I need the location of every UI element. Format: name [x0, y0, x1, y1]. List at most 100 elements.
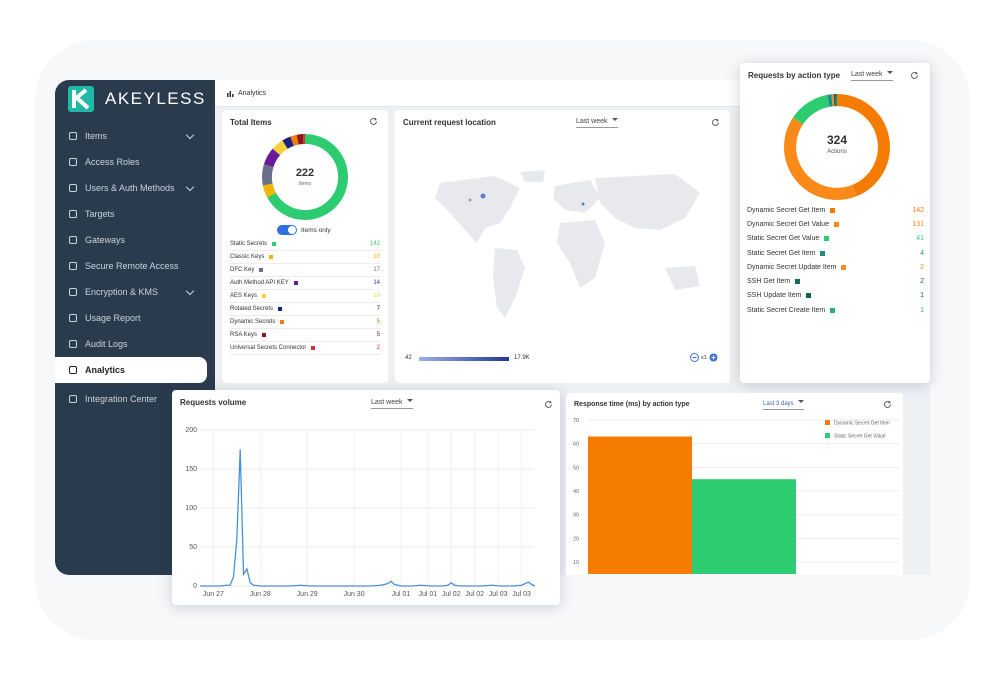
legend-label: Static Secret Create Item — [747, 306, 826, 314]
refresh-icon[interactable] — [711, 118, 720, 127]
donut-total: 324 — [826, 133, 848, 147]
donut-segment — [783, 93, 891, 201]
legend-label: SSH Get Item — [747, 278, 791, 286]
nav-item[interactable]: Encryption & KMS — [55, 279, 215, 305]
nav: Items Access Roles Users & Auth Methods Tar… — [55, 123, 215, 412]
nav-label: Integration Center — [85, 394, 158, 404]
toggle[interactable] — [277, 225, 297, 235]
legend-row: DFC Key 17 — [230, 264, 380, 277]
x-tick-label: Jul 01 — [392, 591, 411, 598]
scale-min: 42 — [405, 355, 412, 361]
legend-label: AES Keys — [230, 293, 258, 299]
legend-value: 5 — [376, 332, 380, 338]
range-select[interactable]: Last 3 days — [763, 400, 804, 410]
legend-swatch — [262, 333, 267, 337]
y-tick-label: 50 — [573, 465, 579, 471]
nav-label: Targets — [85, 209, 115, 219]
legend-value: 1 — [920, 292, 924, 300]
legend-swatch — [841, 264, 847, 270]
nav-label: Encryption & KMS — [85, 287, 159, 297]
line-series — [200, 449, 536, 587]
refresh-icon[interactable] — [883, 400, 892, 409]
card-title: Current request location — [403, 118, 496, 127]
nav-item[interactable]: Access Roles — [55, 149, 215, 175]
nav-item[interactable]: Analytics — [55, 357, 207, 383]
nav-icon — [69, 288, 77, 296]
x-tick-label: Jun 28 — [250, 591, 271, 598]
legend-row: AES Keys 10 — [230, 290, 380, 303]
logo — [68, 86, 94, 112]
nav-item[interactable]: Audit Logs — [55, 331, 215, 357]
bar-chart: 10 20 30 40 50 60 70 Dynamic Secret Get Item Sta… — [573, 418, 900, 574]
refresh-icon[interactable] — [369, 117, 378, 126]
nav-label: Users & Auth Methods — [85, 183, 175, 193]
card-title: Total Items — [230, 118, 272, 127]
sidebar: AKEYLESS Items Access Roles Users & Auth M… — [55, 80, 215, 575]
legend-label: Static Secret Get Item — [747, 249, 816, 257]
legend-swatch — [272, 242, 277, 246]
world-map — [435, 170, 700, 318]
legend-swatch — [830, 207, 836, 213]
legend-value: 142 — [912, 206, 924, 214]
legend-value: 2 — [920, 263, 924, 271]
nav-icon — [69, 314, 77, 322]
nav-item[interactable]: Gateways — [55, 227, 215, 253]
legend-label: Dynamic Secret Get Value — [747, 220, 829, 228]
nav-item[interactable]: Items — [55, 123, 215, 149]
zoom-level: x1 — [701, 355, 707, 361]
y-tick-label: 100 — [185, 505, 197, 512]
range-select[interactable]: Last week — [851, 71, 893, 81]
legend-row: Static Secrets 142 — [230, 238, 380, 251]
legend-row: Auth Method API KEY 14 — [230, 277, 380, 290]
legend-value: 7 — [376, 306, 380, 312]
x-tick-label: Jul 01 — [418, 591, 437, 598]
bars-icon — [227, 91, 234, 97]
legend-swatch — [795, 279, 801, 285]
legend-swatch — [824, 236, 830, 242]
legend-label: RSA Keys — [230, 332, 258, 338]
y-tick-label: 0 — [193, 583, 197, 590]
nav-label: Audit Logs — [85, 339, 128, 349]
refresh-icon[interactable] — [544, 400, 553, 409]
nav-item[interactable]: Secure Remote Access — [55, 253, 215, 279]
range-select[interactable]: Last week — [371, 399, 413, 409]
nav-item[interactable]: Integration Center — [55, 386, 215, 412]
legend-row: Classic Keys 10 — [230, 251, 380, 264]
x-tick-label: Jul 02 — [442, 591, 461, 598]
zoom-in[interactable] — [709, 353, 718, 362]
response-time-card: Response time (ms) by action type Last 3… — [566, 393, 903, 575]
requests-volume-card: Requests volume Last week 0 50 100 150 200 Ju… — [172, 390, 560, 605]
legend-swatch — [259, 268, 264, 272]
legend-swatch — [820, 250, 826, 256]
legend-value: 5 — [376, 319, 380, 325]
bar — [692, 479, 796, 574]
y-tick-label: 200 — [185, 427, 197, 434]
card-title: Response time (ms) by action type — [574, 401, 690, 408]
legend-row: Static Secret Get Value 41 — [747, 232, 924, 246]
y-tick-label: 10 — [573, 560, 579, 566]
x-tick-label: Jul 02 — [465, 591, 484, 598]
nav-label: Usage Report — [85, 313, 141, 323]
nav-icon — [69, 158, 77, 166]
refresh-icon[interactable] — [910, 71, 919, 80]
legend-value: 17 — [373, 267, 380, 273]
legend-value: 1 — [920, 306, 924, 314]
legend-label: Dynamic Secret Update Item — [747, 263, 837, 271]
nav-icon — [69, 262, 77, 270]
legend-swatch — [833, 221, 839, 227]
nav-item[interactable]: Users & Auth Methods — [55, 175, 215, 201]
nav-item[interactable]: Usage Report — [55, 305, 215, 331]
legend-row: Universal Secrets Connector 2 — [230, 342, 380, 355]
y-tick-label: 70 — [573, 418, 579, 424]
y-tick-label: 20 — [573, 536, 579, 542]
nav-item[interactable]: Targets — [55, 201, 215, 227]
zoom-out[interactable] — [690, 353, 699, 362]
x-tick-label: Jul 03 — [489, 591, 508, 598]
donut-total-label: Actions — [827, 149, 847, 155]
legend-swatch — [830, 307, 836, 313]
legend-label: Auth Method API KEY — [230, 280, 289, 286]
range-select[interactable]: Last week — [576, 118, 618, 128]
legend-value: 10 — [373, 293, 380, 299]
x-tick-label: Jun 27 — [203, 591, 224, 598]
toggle-label: Items only — [301, 227, 331, 234]
